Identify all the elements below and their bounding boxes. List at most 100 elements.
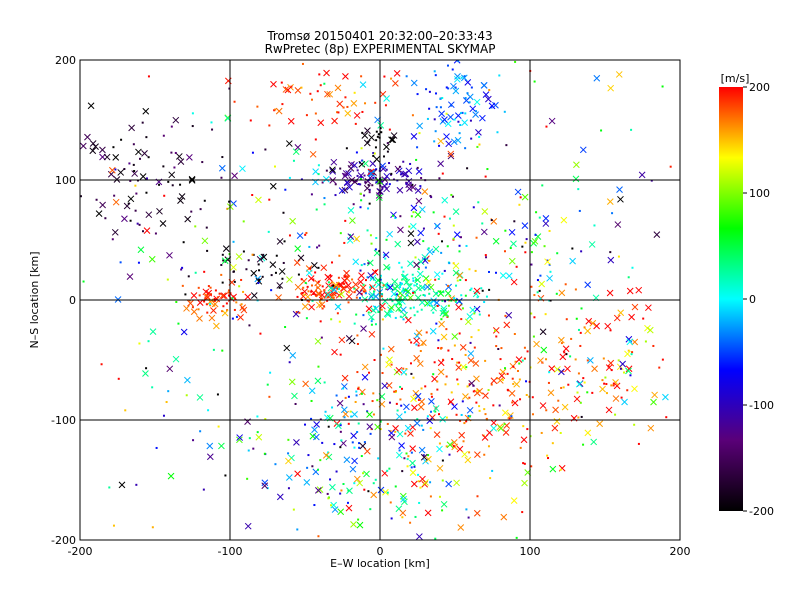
data-point-dot <box>232 270 235 273</box>
data-point-dot <box>470 287 473 290</box>
data-point-cross <box>414 276 422 284</box>
data-point-dot <box>559 468 562 471</box>
data-point-dot <box>379 428 382 431</box>
data-point-dot <box>402 270 405 273</box>
data-point-dot <box>273 109 276 112</box>
data-point-cross <box>551 424 559 432</box>
data-point-dot <box>437 232 440 235</box>
data-point-cross <box>446 441 454 449</box>
data-point-dot <box>306 285 309 288</box>
data-point-dot <box>117 377 120 380</box>
data-point-dot <box>503 250 506 253</box>
data-point-dot <box>460 294 463 297</box>
data-point-dot <box>388 128 391 131</box>
data-point-cross <box>338 336 346 344</box>
data-point-cross <box>497 424 505 432</box>
data-point-dot <box>309 267 312 270</box>
data-point-dot <box>343 416 346 419</box>
data-point-dot <box>443 269 446 272</box>
data-point-dot <box>317 173 320 176</box>
data-point-dot <box>225 302 228 305</box>
data-point-dot <box>240 278 243 281</box>
data-point-dot <box>429 481 432 484</box>
data-point-cross <box>400 368 408 376</box>
data-point-dot <box>221 253 224 256</box>
data-point-cross <box>301 303 309 310</box>
data-point-dot <box>380 308 383 311</box>
data-point-cross <box>464 456 472 464</box>
data-point-dot <box>382 347 385 350</box>
data-point-dot <box>145 136 148 139</box>
data-point-cross <box>510 278 518 286</box>
data-point-cross <box>361 295 369 303</box>
data-point-cross <box>128 124 135 132</box>
data-point-dot <box>386 283 389 286</box>
data-point-dot <box>321 285 324 288</box>
data-point-dot <box>344 396 347 399</box>
data-point-dot <box>357 183 360 186</box>
data-point-dot <box>487 270 490 273</box>
data-point-cross <box>95 210 103 217</box>
data-point-dot <box>386 491 389 494</box>
data-point-dot <box>292 159 295 162</box>
data-point-dot <box>415 279 418 282</box>
data-point-dot <box>478 405 481 408</box>
data-point-dot <box>483 453 486 456</box>
data-point-dot <box>327 425 330 428</box>
data-point-dot <box>335 394 338 397</box>
data-point-dot <box>563 351 566 354</box>
data-point-cross <box>596 420 604 428</box>
data-point-dot <box>519 196 522 199</box>
data-point-dot <box>394 485 397 488</box>
data-point-cross <box>575 380 583 388</box>
data-point-dot <box>419 185 422 188</box>
data-point-dot <box>315 208 318 211</box>
data-point-dot <box>204 293 207 296</box>
data-point-cross <box>482 91 490 98</box>
data-point-dot <box>523 346 526 349</box>
data-point-dot <box>669 165 672 168</box>
data-point-dot <box>570 337 573 340</box>
data-point-dot <box>533 294 536 297</box>
data-point-cross <box>107 170 115 178</box>
data-point-dot <box>423 257 426 260</box>
data-point-dot <box>82 280 85 283</box>
data-point-cross <box>558 289 566 297</box>
data-point-cross <box>488 102 496 110</box>
data-point-cross <box>335 291 343 299</box>
data-point-cross <box>606 289 614 297</box>
data-point-dot <box>162 414 165 417</box>
data-point-dot <box>586 391 589 394</box>
data-point-dot <box>314 112 317 115</box>
data-point-dot <box>224 474 227 477</box>
data-point-cross <box>481 434 489 441</box>
data-point-cross <box>352 281 360 288</box>
data-point-cross <box>515 356 523 363</box>
data-point-cross <box>421 188 429 196</box>
data-point-dot <box>129 219 132 222</box>
data-point-dot <box>642 317 645 320</box>
data-point-cross <box>384 283 392 291</box>
data-point-cross <box>87 102 95 110</box>
data-point-cross <box>429 327 437 335</box>
data-point-cross <box>184 215 192 223</box>
data-point-dot <box>470 336 473 339</box>
data-point-dot <box>422 227 425 230</box>
data-point-dot <box>257 282 260 285</box>
data-point-cross <box>239 165 246 173</box>
data-point-dot <box>465 366 468 369</box>
data-point-dot <box>487 314 490 317</box>
data-point-dot <box>151 526 154 529</box>
data-point-cross <box>492 327 500 334</box>
data-point-cross <box>389 136 397 144</box>
data-point-cross <box>285 457 292 465</box>
data-point-cross <box>585 317 593 325</box>
data-point-dot <box>238 285 241 288</box>
data-point-dot <box>637 442 640 445</box>
data-point-dot <box>198 294 201 297</box>
data-point-cross <box>631 303 639 311</box>
data-point-dot <box>367 371 370 374</box>
data-point-dot <box>435 224 438 227</box>
data-point-cross <box>496 377 504 384</box>
data-point-dot <box>252 253 255 256</box>
